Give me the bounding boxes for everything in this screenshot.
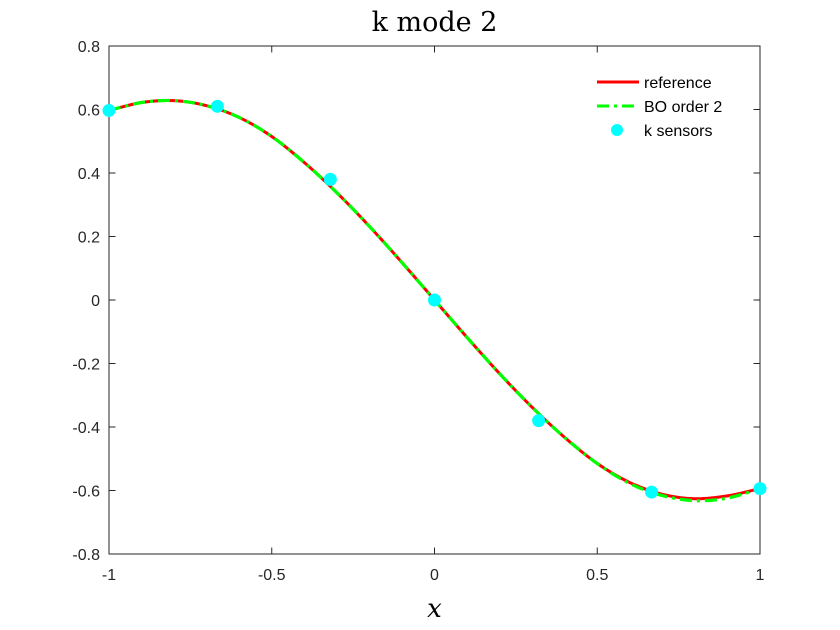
y-tick-label: 0.8 (78, 39, 100, 56)
sensor-point (428, 293, 441, 307)
sensor-point (102, 103, 116, 117)
legend-item-k-sensors: k sensors (611, 123, 712, 140)
sensor-point (323, 172, 337, 186)
sensor-point (532, 414, 546, 428)
legend: reference BO order 2 k sensors (597, 75, 722, 140)
legend-item-bo-order-2: BO order 2 (597, 99, 722, 116)
legend-label: BO order 2 (644, 99, 722, 116)
series-layer (102, 98, 767, 503)
chart-title: k mode 2 (372, 7, 498, 38)
sensor-point (210, 99, 224, 113)
legend-label: reference (644, 75, 712, 92)
y-tick-label: 0.6 (78, 103, 100, 120)
axis-tick-labels: -1 -0.5 0 0.5 1 -0.8 -0.6 -0.4 -0.2 0 0.2 0.4 0.6 0.8 (72, 39, 764, 584)
legend-label: k sensors (644, 123, 712, 140)
y-tick-label: 0.2 (78, 230, 100, 247)
legend-swatch (611, 124, 623, 136)
y-tick-label: -0.4 (72, 420, 100, 437)
x-tick-label: 1 (756, 567, 765, 584)
y-tick-label: -0.8 (72, 547, 100, 564)
y-tick-label: -0.6 (72, 484, 100, 501)
y-tick-label: -0.2 (72, 357, 100, 374)
x-tick-label: -0.5 (258, 567, 286, 584)
series-k-sensors (102, 99, 767, 499)
x-axis-label: x (427, 594, 442, 624)
legend-item-reference: reference (597, 75, 712, 92)
sensor-point (753, 482, 767, 496)
sensor-point (645, 485, 659, 499)
y-tick-label: 0 (91, 293, 100, 310)
x-tick-label: 0.5 (586, 567, 608, 584)
x-tick-label: 0 (430, 567, 439, 584)
y-tick-label: 0.4 (78, 166, 100, 183)
x-tick-label: -1 (102, 567, 116, 584)
axis-ticks (108, 45, 761, 555)
